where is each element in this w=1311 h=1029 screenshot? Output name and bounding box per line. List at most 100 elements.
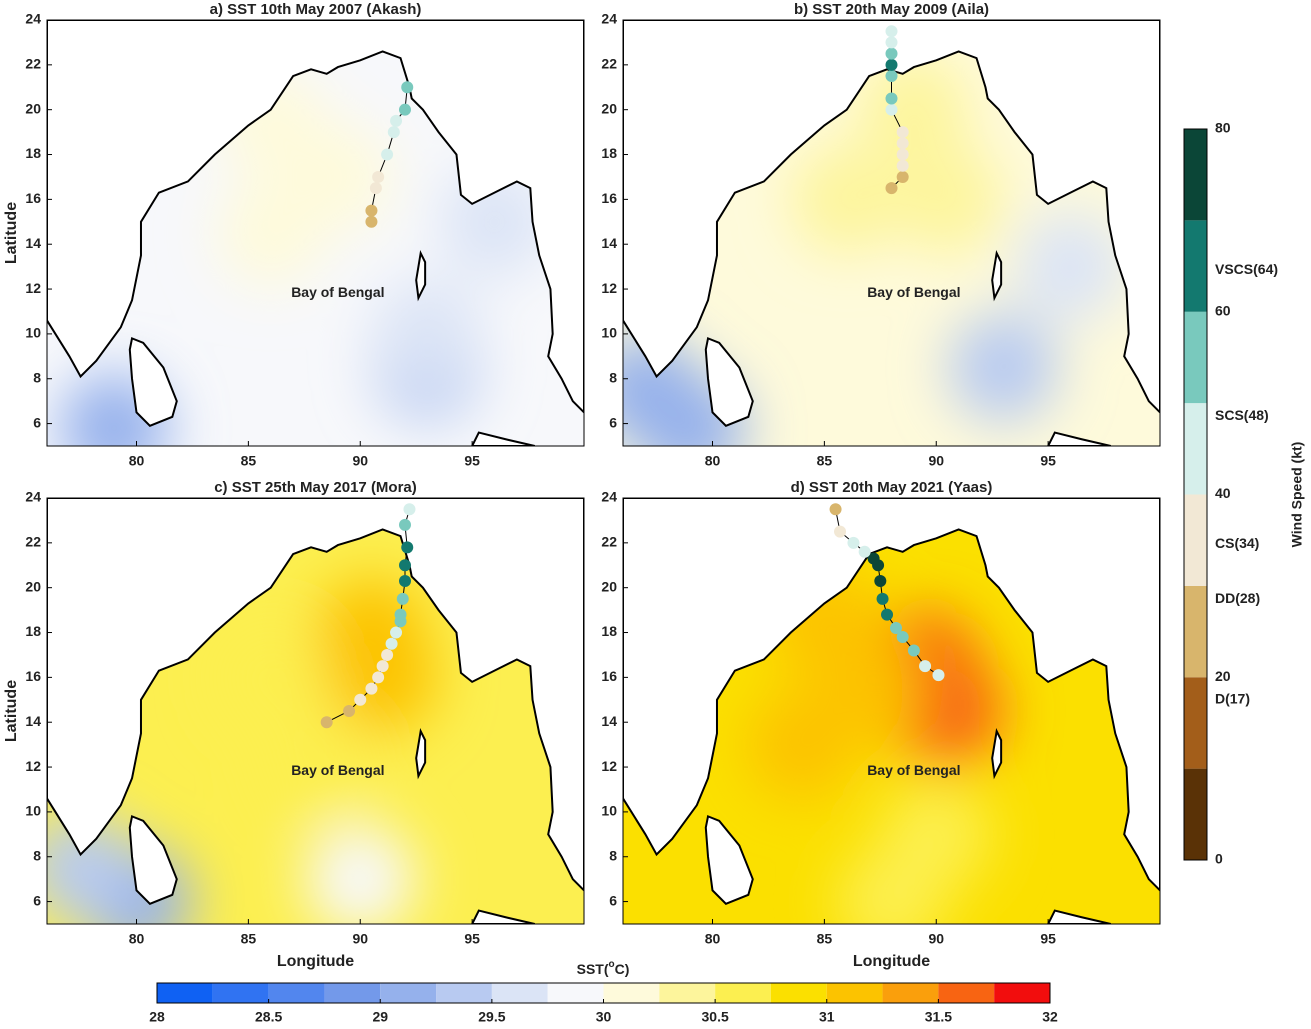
sst-bin: [491, 983, 548, 1003]
y-tick-label: 18: [601, 145, 617, 161]
y-tick-label: 18: [25, 623, 41, 639]
track-point: [847, 536, 860, 549]
y-tick-label: 10: [25, 803, 41, 819]
y-tick-label: 6: [609, 414, 617, 430]
track-point: [919, 660, 932, 673]
sst-patch: [47, 812, 136, 923]
y-tick-label: 10: [601, 803, 617, 819]
y-tick-label: 6: [609, 892, 617, 908]
sst-bin: [882, 983, 939, 1003]
x-tick-label: 90: [928, 453, 944, 469]
track-point: [885, 70, 898, 83]
x-tick-label: 95: [1040, 931, 1056, 947]
y-axis-label: Latitude: [3, 202, 20, 264]
sst-tick-label: 30.5: [702, 1009, 729, 1025]
sst-bin: [770, 983, 827, 1003]
region-label: Bay of Bengal: [867, 284, 960, 300]
region-label: Bay of Bengal: [291, 762, 384, 778]
track-point: [907, 644, 920, 657]
track-point: [320, 716, 333, 729]
track-point: [396, 592, 409, 605]
track-point: [885, 47, 898, 60]
label-part: o: [609, 959, 615, 970]
land: [471, 431, 536, 446]
track-point: [390, 626, 403, 639]
wind-tick-label: 60: [1215, 302, 1231, 318]
track-point: [343, 705, 356, 717]
sst-bin: [324, 983, 381, 1003]
land: [415, 727, 427, 780]
x-tick-label: 95: [464, 453, 480, 469]
land: [128, 337, 178, 427]
sst-patch: [836, 846, 947, 924]
sst-patch: [372, 278, 483, 389]
x-tick-label: 80: [129, 931, 145, 947]
sst-tick-label: 29.5: [478, 1009, 505, 1025]
track-point: [372, 671, 385, 684]
y-tick-label: 12: [601, 758, 617, 774]
wind-bin: [1184, 494, 1207, 586]
x-tick-label: 95: [464, 931, 480, 947]
x-tick-label: 90: [928, 931, 944, 947]
y-tick-label: 24: [601, 489, 617, 505]
track-point: [885, 182, 898, 195]
y-tick-label: 16: [601, 668, 617, 684]
track-point: [885, 36, 898, 49]
x-tick-label: 85: [241, 453, 257, 469]
sst-patch: [858, 54, 969, 165]
land: [704, 337, 754, 427]
region-label: Bay of Bengal: [867, 762, 960, 778]
track-point: [874, 574, 887, 587]
track-point: [399, 559, 411, 572]
y-tick-label: 12: [601, 280, 617, 296]
land: [991, 727, 1003, 780]
wind-tick-label: 0: [1215, 851, 1223, 867]
track-point: [381, 148, 394, 161]
land: [1047, 909, 1112, 924]
track-point: [858, 545, 871, 558]
map-panel: [47, 498, 584, 924]
sst-patch: [260, 712, 371, 823]
sst-colorbar-label: SST(oC): [577, 959, 630, 977]
sst-patch: [305, 824, 416, 924]
land: [471, 909, 536, 924]
track-point: [399, 103, 411, 116]
sst-field: [747, 566, 1003, 924]
track-point: [381, 648, 394, 661]
y-tick-label: 22: [601, 56, 617, 72]
track-point: [387, 126, 400, 139]
wind-category-label: D(17): [1215, 690, 1250, 706]
wind-tick-label: 20: [1215, 668, 1231, 684]
track-point: [876, 592, 889, 605]
map-panel: [623, 498, 1160, 924]
sst-bin: [994, 983, 1050, 1003]
track-point: [896, 137, 909, 150]
x-tick-label: 90: [352, 931, 368, 947]
map-panel: [623, 20, 1160, 446]
y-tick-label: 14: [25, 235, 41, 251]
sst-patch: [1015, 211, 1126, 322]
land: [47, 20, 584, 414]
track-point: [885, 25, 898, 38]
track-point: [401, 81, 414, 94]
y-tick-label: 8: [33, 369, 41, 385]
y-tick-label: 12: [25, 280, 41, 296]
land: [47, 498, 584, 892]
y-tick-label: 24: [601, 11, 617, 27]
track-point: [365, 204, 378, 217]
sst-bin: [659, 983, 716, 1003]
y-tick-label: 6: [33, 414, 41, 430]
sst-patch: [623, 334, 701, 445]
y-tick-label: 20: [601, 578, 617, 594]
label-part: SST(: [577, 961, 609, 977]
track-point: [385, 637, 398, 650]
track-point: [896, 159, 909, 172]
land: [704, 815, 754, 905]
wind-category-label: CS(34): [1215, 535, 1259, 551]
track-point: [369, 182, 382, 195]
y-tick-label: 16: [25, 668, 41, 684]
track-point: [896, 126, 909, 139]
x-tick-label: 95: [1040, 453, 1056, 469]
sst-bin: [380, 983, 437, 1003]
track-point: [834, 525, 847, 538]
